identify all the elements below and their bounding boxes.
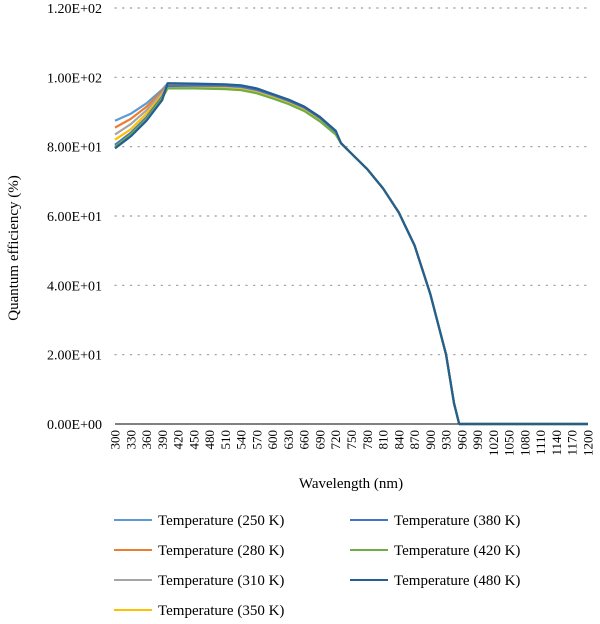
x-tick-label: 660 <box>297 430 312 450</box>
x-tick-label: 840 <box>391 430 406 450</box>
legend-label: Temperature (480 K) <box>394 573 520 589</box>
x-tick-label: 330 <box>123 430 138 450</box>
x-axis-title: Wavelength (nm) <box>299 476 403 492</box>
x-tick-label: 360 <box>139 430 154 450</box>
y-tick-label: 4.00E+01 <box>47 279 102 294</box>
x-tick-label: 720 <box>328 430 343 450</box>
x-tick-label: 570 <box>249 430 264 450</box>
series-line <box>114 85 588 426</box>
x-tick-label: 600 <box>265 430 280 450</box>
x-tick-label: 750 <box>344 430 359 450</box>
series-line <box>114 87 588 426</box>
x-tick-label: 1020 <box>486 430 501 456</box>
y-tick-label: 2.00E+01 <box>47 349 102 364</box>
y-tick-label: 8.00E+01 <box>47 141 102 156</box>
legend-label: Temperature (310 K) <box>158 573 284 589</box>
x-tick-label: 1140 <box>549 430 564 456</box>
legend: Temperature (250 K) Temperature (280 K) Te… <box>114 513 520 619</box>
y-axis-title: Quantum efficiency (%) <box>6 175 22 321</box>
x-tick-label: 1080 <box>517 430 532 456</box>
x-tick-label: 420 <box>171 430 186 450</box>
legend-label: Temperature (250 K) <box>158 513 284 529</box>
x-tick-label: 300 <box>108 430 123 450</box>
x-tick-label: 960 <box>454 430 469 450</box>
x-tick-label: 450 <box>186 430 201 450</box>
x-tick-label: 990 <box>470 430 485 450</box>
legend-label: Temperature (350 K) <box>158 603 284 619</box>
x-tick-label: 810 <box>376 430 391 450</box>
x-tick-label: 690 <box>312 430 327 450</box>
x-tick-label: 1170 <box>565 430 580 456</box>
gridlines <box>114 7 589 356</box>
x-tick-label: 540 <box>234 430 249 450</box>
x-tick-label: 900 <box>423 430 438 450</box>
y-axis-ticks: 0.00E+00 2.00E+01 4.00E+01 6.00E+01 8.00E+01… <box>47 2 102 433</box>
legend-label: Temperature (380 K) <box>394 513 520 529</box>
x-tick-label: 780 <box>360 430 375 450</box>
x-tick-label: 1110 <box>533 430 548 455</box>
series-line <box>114 82 588 426</box>
x-tick-label: 1050 <box>502 430 517 456</box>
y-tick-label: 1.00E+02 <box>47 71 102 86</box>
series-line <box>114 84 588 426</box>
series-line <box>114 82 588 426</box>
series-lines <box>114 82 588 426</box>
y-tick-label: 0.00E+00 <box>47 418 102 433</box>
x-tick-label: 1200 <box>581 430 596 456</box>
x-tick-label: 510 <box>218 430 233 450</box>
x-tick-label: 390 <box>155 430 170 450</box>
x-tick-label: 480 <box>202 430 217 450</box>
legend-label: Temperature (420 K) <box>394 543 520 559</box>
y-tick-label: 6.00E+01 <box>47 210 102 225</box>
x-tick-label: 930 <box>439 430 454 450</box>
y-tick-label: 1.20E+02 <box>47 2 102 17</box>
series-line <box>114 86 588 426</box>
legend-label: Temperature (280 K) <box>158 543 284 559</box>
x-tick-label: 870 <box>407 430 422 450</box>
series-line <box>114 83 588 426</box>
x-tick-label: 630 <box>281 430 296 450</box>
x-axis: 300 330 360 390 420 450 480 510 540 570 600 630 660 6… <box>108 423 596 456</box>
